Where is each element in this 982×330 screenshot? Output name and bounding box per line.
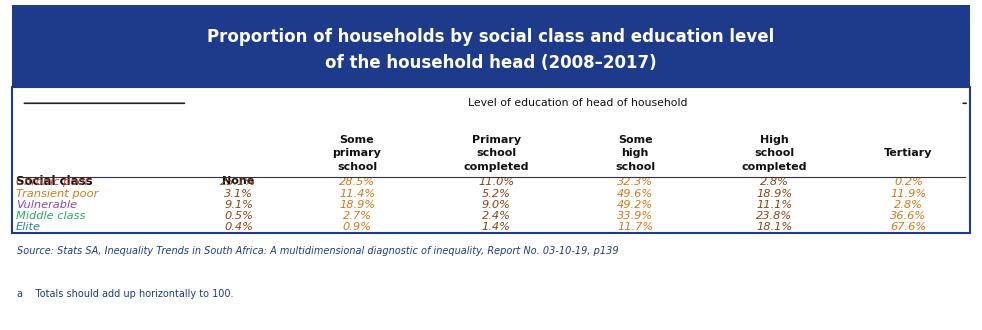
Text: 0.5%: 0.5% <box>224 211 253 221</box>
Text: Some
primary
school: Some primary school <box>333 135 381 172</box>
Text: 0.9%: 0.9% <box>343 222 371 232</box>
Text: 67.6%: 67.6% <box>891 222 926 232</box>
Text: 23.8%: 23.8% <box>756 211 792 221</box>
Text: 18.9%: 18.9% <box>339 200 375 210</box>
Text: Vulnerable: Vulnerable <box>16 200 77 210</box>
Text: 32.3%: 32.3% <box>618 177 653 187</box>
Text: Elite: Elite <box>16 222 40 232</box>
Text: 33.9%: 33.9% <box>618 211 653 221</box>
Text: 1.4%: 1.4% <box>482 222 511 232</box>
Text: None: None <box>222 177 254 186</box>
Text: 5.2%: 5.2% <box>482 188 511 199</box>
Text: 11.9%: 11.9% <box>891 188 926 199</box>
Text: Proportion of households by social class and education level: Proportion of households by social class… <box>207 28 775 46</box>
Text: of the household head (2008–2017): of the household head (2008–2017) <box>325 54 657 72</box>
Text: 11.4%: 11.4% <box>339 188 375 199</box>
Text: 49.2%: 49.2% <box>618 200 653 210</box>
Text: Transient poor: Transient poor <box>16 188 98 199</box>
Text: a    Totals should add up horizontally to 100.: a Totals should add up horizontally to 1… <box>17 289 233 299</box>
Text: High
school
completed: High school completed <box>741 135 807 172</box>
Text: 2.4%: 2.4% <box>482 211 511 221</box>
Text: 0.2%: 0.2% <box>894 177 923 187</box>
Text: 49.6%: 49.6% <box>618 188 653 199</box>
Text: 11.7%: 11.7% <box>618 222 653 232</box>
Text: 36.6%: 36.6% <box>891 211 926 221</box>
Text: Tertiary: Tertiary <box>884 148 933 158</box>
FancyBboxPatch shape <box>12 87 970 233</box>
Text: 0.4%: 0.4% <box>224 222 253 232</box>
Text: 11.0%: 11.0% <box>478 177 515 187</box>
Text: Chronic poor: Chronic poor <box>16 177 88 187</box>
Text: 2.8%: 2.8% <box>760 177 789 187</box>
Text: 2.7%: 2.7% <box>343 211 371 221</box>
FancyBboxPatch shape <box>12 5 970 87</box>
Text: 25.1%: 25.1% <box>220 177 256 187</box>
Text: 18.1%: 18.1% <box>756 222 792 232</box>
Text: 2.8%: 2.8% <box>894 200 923 210</box>
Text: 3.1%: 3.1% <box>224 188 253 199</box>
Text: Source: Stats SA, Inequality Trends in South Africa: A multidimensional diagnost: Source: Stats SA, Inequality Trends in S… <box>17 246 619 256</box>
Text: 28.5%: 28.5% <box>339 177 375 187</box>
Text: Middle class: Middle class <box>16 211 85 221</box>
Text: Primary
school
completed: Primary school completed <box>464 135 529 172</box>
Text: 11.1%: 11.1% <box>756 200 792 210</box>
Text: 9.0%: 9.0% <box>482 200 511 210</box>
Text: 9.1%: 9.1% <box>224 200 253 210</box>
Text: Some
high
school: Some high school <box>615 135 655 172</box>
Text: 18.9%: 18.9% <box>756 188 792 199</box>
Text: Social class: Social class <box>16 175 92 188</box>
Text: Level of education of head of household: Level of education of head of household <box>468 98 687 108</box>
